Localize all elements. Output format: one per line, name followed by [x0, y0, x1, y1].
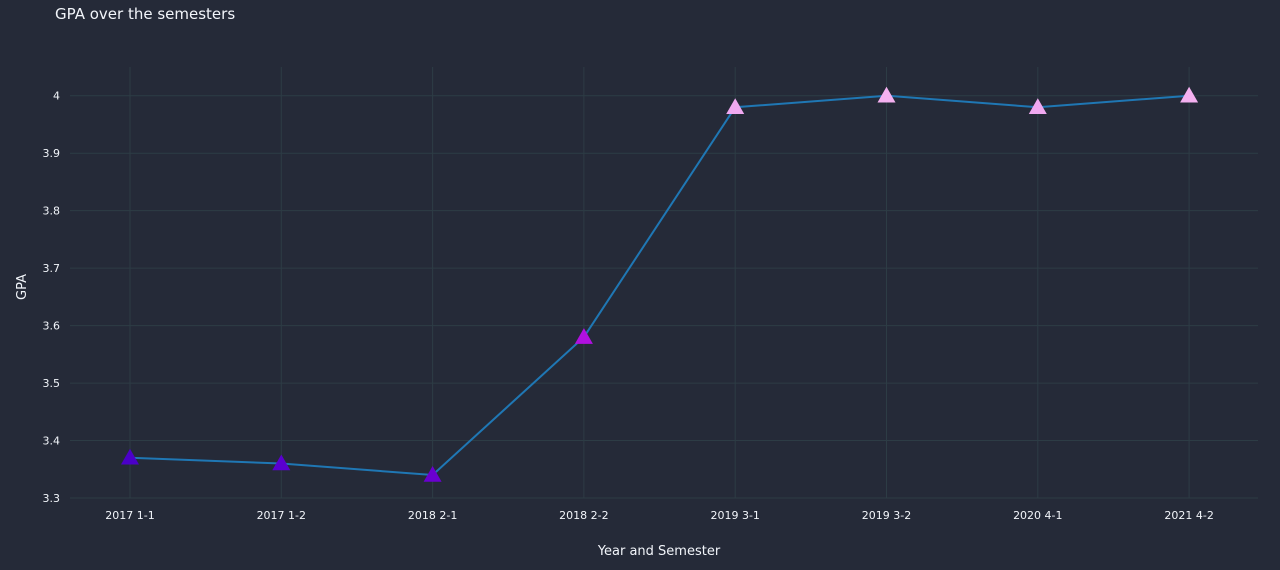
y-tick-label: 3.8: [43, 205, 61, 218]
data-point-marker: [1180, 86, 1199, 103]
y-tick-label: 3.4: [43, 435, 61, 448]
series-line: [129, 94, 1190, 477]
y-tick-label: 3.9: [43, 147, 61, 160]
x-tick-label: 2018 2-1: [408, 509, 457, 522]
data-point-marker: [121, 448, 139, 465]
data-point-marker: [574, 328, 593, 344]
x-axis-ticks: 2017 1-1 2017 1-2 2018 2-1 2018 2-2 2019 3-1…: [105, 509, 1214, 522]
grid: [70, 67, 1258, 499]
data-point-marker: [423, 466, 442, 482]
y-tick-label: 3.3: [43, 492, 61, 505]
x-tick-label: 2020 4-1: [1013, 509, 1062, 522]
marker-layer: [121, 86, 1199, 482]
y-axis-title: GPA: [15, 274, 30, 300]
x-axis-title: Year and Semester: [597, 544, 721, 559]
data-point-marker: [1028, 98, 1047, 114]
data-point-marker: [877, 86, 896, 103]
y-tick-label: 3.7: [43, 262, 61, 275]
series-layer: [129, 94, 1190, 477]
chart-title: GPA over the semesters: [55, 5, 235, 23]
y-axis-ticks: 3.3 3.4 3.5 3.6 3.7 3.8 3.9 4: [43, 90, 61, 505]
x-tick-label: 2017 1-1: [105, 509, 154, 522]
data-point-marker: [726, 98, 745, 114]
data-point-marker: [272, 454, 291, 471]
x-tick-label: 2019 3-1: [710, 509, 759, 522]
x-tick-label: 2018 2-2: [559, 509, 608, 522]
x-tick-label: 2017 1-2: [257, 509, 306, 522]
y-tick-label: 4: [53, 90, 60, 103]
x-tick-label: 2019 3-2: [862, 509, 911, 522]
x-tick-label: 2021 4-2: [1164, 509, 1213, 522]
y-tick-label: 3.5: [43, 377, 61, 390]
y-tick-label: 3.6: [43, 320, 61, 333]
